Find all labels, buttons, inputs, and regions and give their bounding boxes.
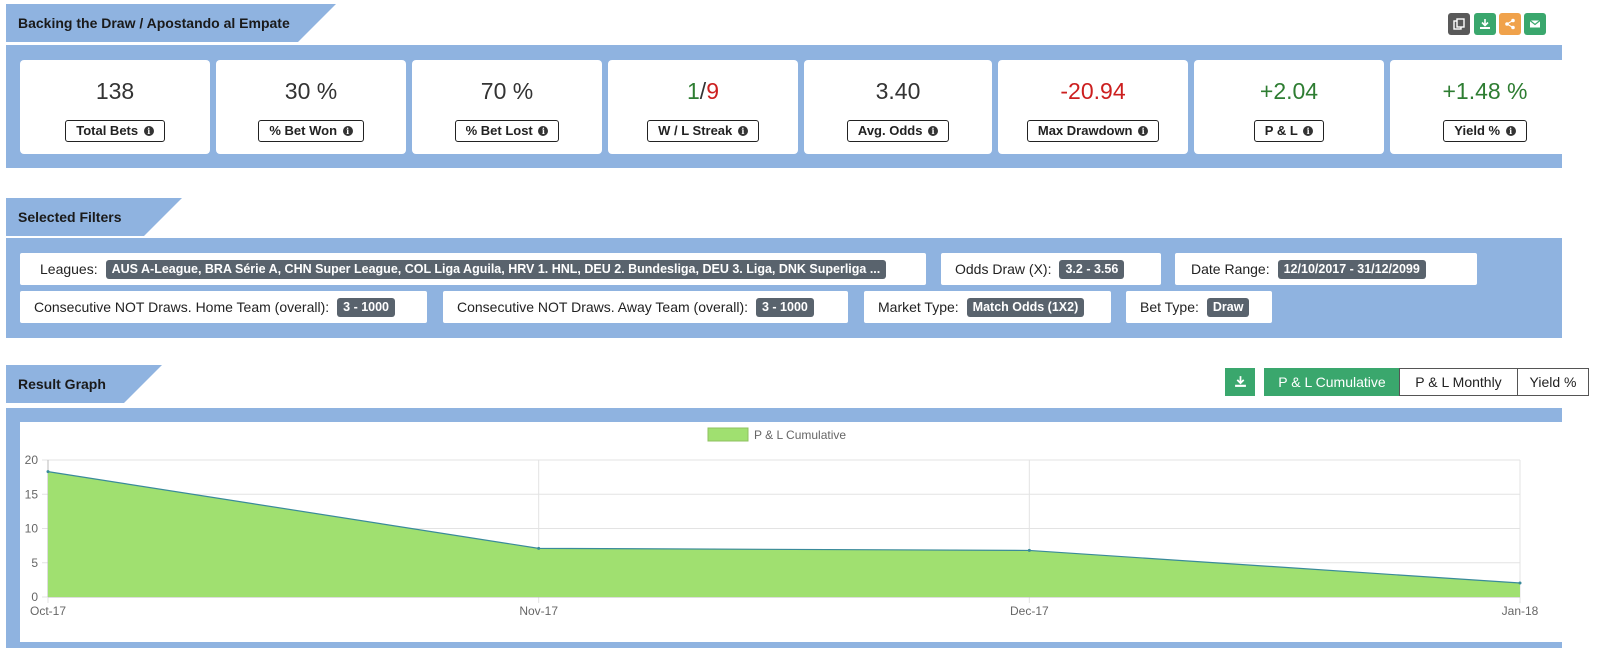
- filter-label: Leagues:: [40, 261, 98, 277]
- filter-value: AUS A-League, BRA Série A, CHN Super Lea…: [105, 259, 887, 279]
- filter-label: Consecutive NOT Draws. Away Team (overal…: [457, 299, 748, 315]
- filters-title: Selected Filters: [18, 209, 122, 225]
- series-line: [47, 471, 1521, 584]
- legend-label: P & L Cumulative: [754, 428, 846, 442]
- info-icon: i: [342, 126, 353, 136]
- filter-market-type: Market Type: Match Odds (1X2): [864, 291, 1111, 323]
- stat-value: 70 %: [480, 78, 534, 104]
- stat-card-wl-streak: 1/9 W / L Streak i: [608, 60, 798, 154]
- email-button[interactable]: [1524, 13, 1546, 35]
- stat-value: 138: [95, 78, 135, 104]
- x-tick-label: Dec-17: [1010, 604, 1049, 618]
- stat-card-max-drawdown: -20.94 Max Drawdown i: [998, 60, 1188, 154]
- filter-label: Consecutive NOT Draws. Home Team (overal…: [34, 299, 330, 315]
- stat-card-pnl: +2.04 P & L i: [1194, 60, 1384, 154]
- info-icon: i: [1138, 126, 1149, 136]
- filter-not-draws-away: Consecutive NOT Draws. Away Team (overal…: [443, 291, 848, 323]
- result-chart: 0 5 10 15 20 Oct-17 Nov-17 Dec-17 Jan-18 P & L Cu…: [20, 422, 1578, 642]
- tab-yield[interactable]: Yield %: [1517, 368, 1589, 396]
- filter-value: 12/10/2017 - 31/12/2099: [1277, 259, 1426, 279]
- data-point: [1027, 548, 1031, 552]
- filter-value: 3.2 - 3.56: [1059, 259, 1125, 279]
- filter-not-draws-home: Consecutive NOT Draws. Home Team (overal…: [20, 291, 427, 323]
- filter-label: Date Range:: [1191, 261, 1270, 277]
- graph-title: Result Graph: [18, 376, 106, 392]
- download-icon: [1480, 19, 1490, 29]
- streak-win: 1: [687, 78, 700, 104]
- data-point: [537, 546, 541, 550]
- stat-label[interactable]: Avg. Odds i: [846, 120, 950, 142]
- stat-card-yield: +1.48 % Yield % i: [1390, 60, 1580, 154]
- copy-icon: [1453, 18, 1465, 30]
- stat-value: 30 %: [284, 78, 338, 104]
- series-area: [48, 471, 1520, 597]
- info-icon: i: [928, 126, 939, 136]
- section-title-filters: Selected Filters: [6, 198, 182, 236]
- envelope-icon: [1529, 20, 1541, 28]
- y-tick-label: 15: [25, 487, 39, 501]
- tab-pl-cumulative[interactable]: P & L Cumulative: [1264, 368, 1400, 396]
- copy-button[interactable]: [1448, 13, 1470, 35]
- stat-label[interactable]: % Bet Won i: [258, 120, 364, 142]
- y-tick-label: 20: [25, 453, 39, 467]
- stat-value: +2.04: [1259, 78, 1319, 104]
- x-tick-label: Jan-18: [1502, 604, 1539, 618]
- filter-leagues: Leagues: AUS A-League, BRA Série A, CHN …: [20, 253, 926, 285]
- filter-value: Match Odds (1X2): [966, 297, 1085, 317]
- filter-value: Draw: [1206, 297, 1250, 317]
- share-icon: [1505, 18, 1515, 30]
- filter-bet-type: Bet Type: Draw: [1126, 291, 1272, 323]
- download-button[interactable]: [1474, 13, 1496, 35]
- streak-separator: /: [699, 78, 707, 104]
- filter-odds-draw: Odds Draw (X): 3.2 - 3.56: [941, 253, 1161, 285]
- filter-value: 3 - 1000: [337, 297, 396, 317]
- stat-label[interactable]: Total Bets i: [65, 120, 165, 142]
- info-icon: i: [538, 126, 549, 136]
- stat-label[interactable]: Yield % i: [1443, 120, 1527, 142]
- filter-label: Market Type:: [878, 299, 959, 315]
- stat-value: 1/9: [608, 78, 798, 105]
- filter-value: 3 - 1000: [756, 297, 814, 317]
- y-tick-label: 5: [31, 556, 38, 570]
- section-title-backing-draw: Backing the Draw / Apostando al Empate: [6, 4, 336, 42]
- tab-pl-monthly[interactable]: P & L Monthly: [1399, 368, 1518, 396]
- legend-swatch: [707, 427, 749, 442]
- data-point: [1518, 581, 1522, 585]
- stat-value: +1.48 %: [1442, 78, 1528, 104]
- info-icon: i: [143, 126, 154, 136]
- stat-label[interactable]: Max Drawdown i: [1026, 120, 1160, 142]
- page-title: Backing the Draw / Apostando al Empate: [18, 15, 290, 31]
- stat-card-avg-odds: 3.40 Avg. Odds i: [804, 60, 992, 154]
- x-tick-label: Nov-17: [519, 604, 558, 618]
- stat-label[interactable]: W / L Streak i: [647, 120, 759, 142]
- streak-loss: 9: [706, 78, 719, 104]
- info-icon: i: [1505, 126, 1516, 136]
- stat-card-total-bets: 138 Total Bets i: [20, 60, 210, 154]
- stat-value: 3.40: [875, 78, 921, 104]
- y-tick-label: 10: [25, 522, 39, 536]
- graph-download-button[interactable]: [1225, 368, 1255, 396]
- stat-value: -20.94: [1060, 78, 1126, 104]
- stat-label[interactable]: P & L i: [1253, 120, 1325, 142]
- stat-label[interactable]: % Bet Lost i: [454, 120, 560, 142]
- info-icon: i: [1303, 126, 1314, 136]
- filter-label: Odds Draw (X):: [955, 261, 1052, 277]
- data-point: [46, 470, 50, 474]
- info-icon: i: [737, 126, 748, 136]
- stat-card-bet-won: 30 % % Bet Won i: [216, 60, 406, 154]
- share-button[interactable]: [1499, 13, 1521, 35]
- stat-card-bet-lost: 70 % % Bet Lost i: [412, 60, 602, 154]
- download-icon: [1234, 376, 1246, 387]
- x-tick-label: Oct-17: [30, 604, 66, 618]
- y-tick-label: 0: [31, 590, 38, 604]
- filter-label: Bet Type:: [1140, 299, 1199, 315]
- chart-svg: 0 5 10 15 20 Oct-17 Nov-17 Dec-17 Jan-18 P & L Cu…: [25, 427, 1539, 618]
- section-title-graph: Result Graph: [6, 365, 162, 403]
- filter-date-range: Date Range: 12/10/2017 - 31/12/2099: [1175, 253, 1477, 285]
